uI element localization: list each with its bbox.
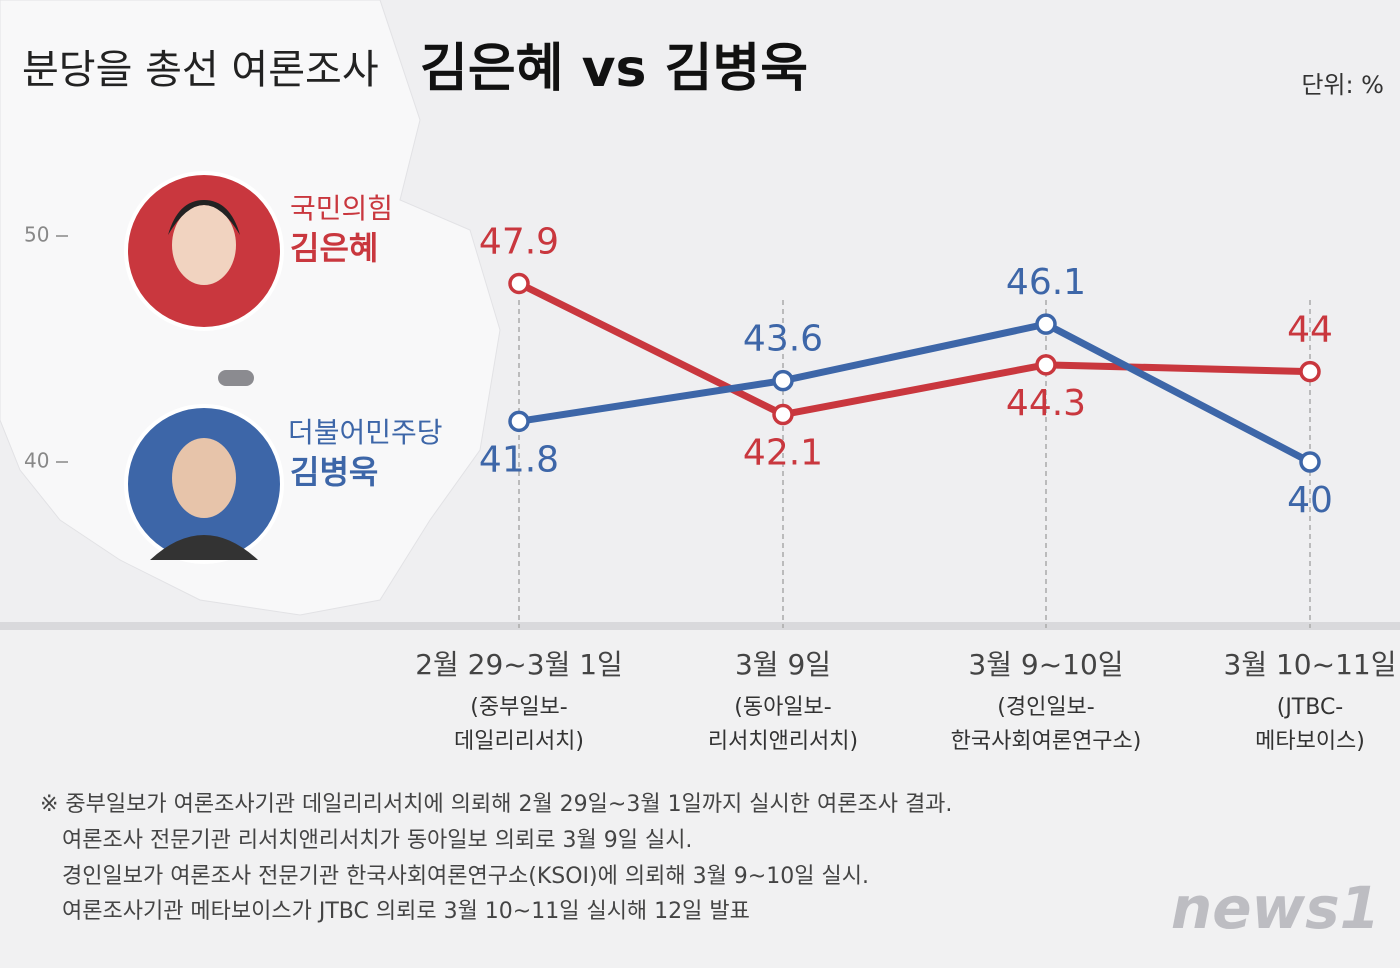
series-line bbox=[517, 280, 1311, 419]
photo-face bbox=[172, 438, 236, 518]
data-label: 43.6 bbox=[743, 319, 823, 360]
footnote: 경인일보가 여론조사 전문기관 한국사회여론연구소(KSOI)에 의뢰해 3월 … bbox=[62, 864, 869, 889]
data-point bbox=[1299, 451, 1321, 473]
connector bbox=[218, 370, 254, 386]
data-point bbox=[508, 410, 530, 433]
x-tick-source: (동아일보- bbox=[734, 695, 831, 720]
data-label: 41.8 bbox=[479, 439, 559, 480]
data-point bbox=[772, 369, 794, 392]
photo-face bbox=[172, 205, 236, 285]
x-tick-source: 한국사회여론연구소) bbox=[951, 729, 1142, 754]
legend-name: 김은혜 bbox=[290, 229, 378, 267]
x-tick-source: 메타보이스) bbox=[1255, 729, 1365, 754]
data-point bbox=[1035, 313, 1057, 335]
unit-label: 단위: % bbox=[1301, 71, 1384, 99]
bottom-panel bbox=[0, 630, 1400, 968]
x-tick-source: (JTBC- bbox=[1277, 695, 1344, 720]
data-label: 46.1 bbox=[1006, 262, 1086, 303]
data-point bbox=[772, 403, 794, 426]
data-point bbox=[1035, 354, 1057, 376]
photo-hair bbox=[168, 200, 240, 235]
chart-title: 분당을 총선 여론조사 bbox=[22, 47, 379, 93]
x-tick-label: 2월 29~3월 1일 bbox=[415, 648, 623, 681]
y-tick-label: 40 bbox=[24, 449, 49, 473]
x-tick-source: (중부일보- bbox=[470, 695, 567, 720]
chart-title-emphasis: 김은혜 vs 김병욱 bbox=[420, 39, 808, 99]
data-point bbox=[1299, 360, 1321, 383]
logo: news1 bbox=[1171, 874, 1380, 942]
x-tick-label: 3월 10~11일 bbox=[1224, 648, 1397, 681]
axis-band bbox=[0, 622, 1400, 630]
footnote: 여론조사기관 메타보이스가 JTBC 의뢰로 3월 10~11일 실시해 12일… bbox=[62, 899, 750, 924]
data-label: 44.3 bbox=[1006, 383, 1086, 424]
photo-suit bbox=[150, 535, 258, 560]
legend-name: 김병욱 bbox=[290, 453, 378, 491]
x-tick-label: 3월 9일 bbox=[735, 648, 831, 681]
x-tick-source: (경인일보- bbox=[997, 695, 1094, 720]
data-label: 44 bbox=[1287, 310, 1333, 351]
legend-party: 국민의힘 bbox=[290, 192, 393, 225]
x-tick-label: 3월 9~10일 bbox=[968, 648, 1123, 681]
footnote: ※ 중부일보가 여론조사기관 데일리리서치에 의뢰해 2월 29일~3월 1일까… bbox=[40, 792, 952, 817]
data-label: 40 bbox=[1287, 480, 1333, 521]
footnote: 여론조사 전문기관 리서치앤리서치가 동아일보 의뢰로 3월 9일 실시. bbox=[62, 828, 692, 853]
series-line bbox=[518, 320, 1312, 466]
y-tick-label: 50 bbox=[24, 223, 49, 247]
legend-party: 더불어민주당 bbox=[288, 416, 443, 449]
x-tick-source: 리서치앤리서치) bbox=[708, 729, 858, 754]
x-tick-source: 데일리리서치) bbox=[454, 729, 584, 754]
data-label: 47.9 bbox=[479, 221, 559, 262]
data-point bbox=[508, 272, 530, 295]
data-label: 42.1 bbox=[743, 433, 823, 474]
